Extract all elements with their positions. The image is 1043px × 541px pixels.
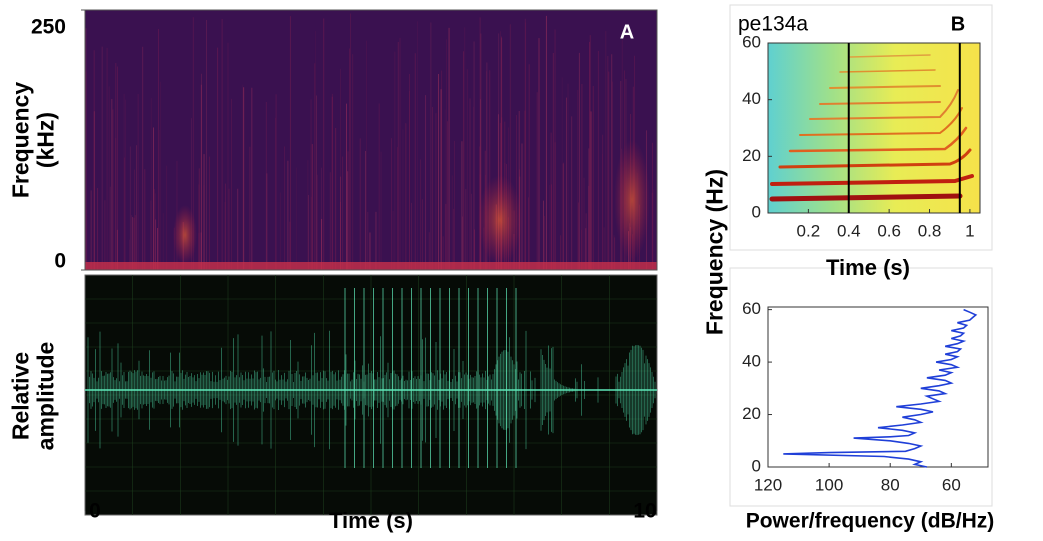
- harmonic: [788, 126, 968, 153]
- harmonics: [769, 54, 974, 202]
- spectrogram-b: [768, 43, 980, 213]
- x-axis-label: Power/frequency (dB/Hz): [746, 510, 995, 533]
- y-tick-label: 60: [742, 299, 761, 318]
- psd-line: [783, 308, 978, 468]
- x-tick-label: 0.8: [918, 221, 942, 240]
- harmonic: [849, 54, 931, 58]
- x-tick-label: 0.4: [837, 221, 861, 240]
- x-tick-label: 80: [881, 475, 900, 494]
- chart-title: pe134a: [738, 13, 808, 36]
- y-axis-label: Relative amplitude: [7, 341, 59, 451]
- y-axis-label: Frequency (kHz): [7, 81, 59, 199]
- x-tick-label: 60: [942, 475, 961, 494]
- frame: [767, 42, 981, 214]
- x-axis-label: Time (s): [329, 508, 413, 533]
- x-tick-label: 100: [815, 475, 843, 494]
- y-tick-label: 20: [742, 146, 761, 165]
- y-tick-label: 40: [742, 352, 761, 371]
- panel-label: A: [620, 21, 634, 43]
- x-tick-label: 120: [754, 475, 782, 494]
- spectrogram-a: [85, 10, 657, 270]
- y-tick-label: 40: [742, 89, 761, 108]
- waveform-grid: [85, 275, 657, 515]
- harmonic: [839, 69, 936, 73]
- x-tick-label: 10: [633, 500, 656, 523]
- y-tick-label: 250: [31, 16, 66, 39]
- x-tick-label: 0.2: [797, 221, 821, 240]
- low-band: [85, 262, 657, 270]
- frame: [84, 9, 658, 271]
- y-tick-label: 60: [742, 32, 761, 51]
- x-tick-label: 0: [89, 500, 101, 523]
- x-tick-label: 0.6: [877, 221, 901, 240]
- harmonic: [769, 193, 963, 202]
- x-axis-label: Time (s): [826, 255, 910, 280]
- y-tick-label: 0: [752, 456, 761, 475]
- y-tick-label: 20: [742, 404, 761, 423]
- harmonic: [770, 174, 974, 186]
- harmonic: [809, 89, 959, 120]
- harmonic: [819, 101, 941, 105]
- x-tick-label: 1: [965, 221, 974, 240]
- y-tick-label: 0: [54, 250, 66, 273]
- energy-blob: [173, 205, 197, 265]
- energy-blob: [614, 140, 650, 260]
- panel-label: B: [951, 13, 965, 35]
- y-axis-label: Frequency (Hz): [701, 168, 728, 336]
- energy-blob: [478, 175, 522, 265]
- y-tick-label: 0: [752, 202, 761, 221]
